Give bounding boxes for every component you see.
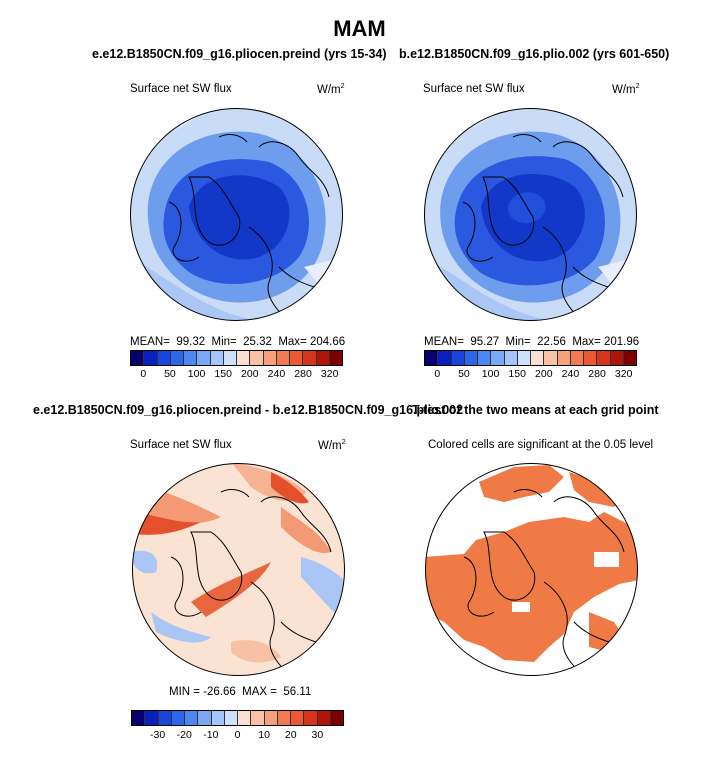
colorbar-swatch <box>158 711 172 725</box>
colorbar-swatch <box>237 351 251 365</box>
colorbar-swatch <box>263 351 277 365</box>
colorbar-swatch <box>531 351 545 365</box>
panel-1-colorbar <box>130 350 343 366</box>
colorbar-tick-label: 50 <box>458 368 470 380</box>
colorbar-swatch <box>329 351 342 365</box>
panel-1-colorbar-labels: 0 50 100 150 200 240 280 320 <box>130 368 343 382</box>
panel-4-significance-map <box>425 463 638 676</box>
colorbar-swatch <box>570 351 584 365</box>
panel-1-units: W/m2 <box>317 83 345 96</box>
colorbar-tick-label: 150 <box>214 368 232 380</box>
colorbar-tick-label: -20 <box>176 729 192 741</box>
colorbar-swatch <box>330 711 343 725</box>
colorbar-swatch <box>610 351 624 365</box>
colorbar-tick-label: 30 <box>311 729 324 741</box>
colorbar-swatch <box>597 351 611 365</box>
colorbar-swatch <box>478 351 492 365</box>
colorbar-tick-label: -30 <box>150 729 166 741</box>
colorbar-swatch <box>584 351 598 365</box>
panel-3-difference-map <box>132 463 345 676</box>
colorbar-tick-label: 320 <box>614 368 633 380</box>
panel-3-header: e.e12.B1850CN.f09_g16.pliocen.preind - b… <box>33 403 464 417</box>
colorbar-swatch <box>184 351 198 365</box>
colorbar-swatch <box>157 351 171 365</box>
panel-4-header: T-test of the two means at each grid poi… <box>412 403 659 417</box>
colorbar-tick-label: 240 <box>267 368 286 380</box>
colorbar-swatch <box>144 351 158 365</box>
panel-1-variable: Surface net SW flux <box>130 83 232 95</box>
colorbar-swatch <box>317 711 331 725</box>
colorbar-swatch <box>290 351 304 365</box>
colorbar-swatch <box>223 351 237 365</box>
colorbar-tick-label: 240 <box>561 368 580 380</box>
colorbar-tick-label: -10 <box>203 729 219 741</box>
panel-3-variable: Surface net SW flux <box>130 439 232 451</box>
main-title: MAM <box>333 16 386 41</box>
colorbar-swatch <box>132 711 146 725</box>
panel-1-stats: MEAN= 99.32 Min= 25.32 Max= 204.66 <box>130 336 346 348</box>
colorbar-swatch <box>197 351 211 365</box>
colorbar-tick-label: 0 <box>234 729 241 741</box>
colorbar-tick-label: 200 <box>535 368 553 380</box>
colorbar-swatch <box>170 351 184 365</box>
colorbar-swatch <box>210 351 224 365</box>
panel-3-stats: MIN = -26.66 MAX = 56.11 <box>169 686 312 698</box>
colorbar-tick-label: 280 <box>294 368 312 380</box>
colorbar-tick-label: 320 <box>320 368 339 380</box>
colorbar-swatch <box>131 351 145 365</box>
panel-1-header: e.e12.B1850CN.f09_g16.pliocen.preind (yr… <box>92 47 387 61</box>
colorbar-swatch <box>264 711 278 725</box>
colorbar-swatch <box>438 351 452 365</box>
panel-2-colorbar-labels: 0 50 100 150 200 240 280 320 <box>424 368 637 382</box>
colorbar-swatch <box>276 351 290 365</box>
colorbar-swatch <box>277 711 291 725</box>
colorbar-tick-label: 10 <box>258 729 270 741</box>
colorbar-swatch <box>291 711 305 725</box>
colorbar-swatch <box>557 351 571 365</box>
panel-3-colorbar <box>131 710 344 726</box>
panel-4-subtitle: Colored cells are significant at the 0.0… <box>428 439 654 451</box>
colorbar-swatch <box>185 711 199 725</box>
colorbar-swatch <box>250 351 264 365</box>
colorbar-tick-label: 20 <box>284 729 297 741</box>
panel-2-colorbar <box>424 350 637 366</box>
colorbar-swatch <box>425 351 439 365</box>
colorbar-swatch <box>198 711 212 725</box>
colorbar-tick-label: 200 <box>241 368 259 380</box>
colorbar-swatch <box>145 711 159 725</box>
colorbar-swatch <box>623 351 636 365</box>
colorbar-swatch <box>504 351 518 365</box>
colorbar-tick-label: 0 <box>434 368 441 380</box>
colorbar-tick-label: 50 <box>164 368 176 380</box>
colorbar-swatch <box>171 711 185 725</box>
colorbar-swatch <box>316 351 330 365</box>
panel-3-colorbar-labels: -30 -20 -10 0 10 20 30 <box>131 729 344 743</box>
colorbar-swatch <box>238 711 252 725</box>
colorbar-swatch <box>303 351 317 365</box>
panel-3-units: W/m2 <box>318 439 346 452</box>
colorbar-tick-label: 100 <box>187 368 206 380</box>
colorbar-swatch <box>304 711 318 725</box>
panel-1-polar-map <box>130 108 343 321</box>
colorbar-swatch <box>451 351 465 365</box>
panel-2-header: b.e12.B1850CN.f09_g16.plio.002 (yrs 601-… <box>399 47 670 61</box>
colorbar-swatch <box>491 351 505 365</box>
colorbar-swatch <box>224 711 238 725</box>
panel-2-stats: MEAN= 95.27 Min= 22.56 Max= 201.96 <box>424 336 640 348</box>
colorbar-tick-label: 280 <box>588 368 606 380</box>
colorbar-tick-label: 0 <box>140 368 147 380</box>
panel-2-variable: Surface net SW flux <box>423 83 525 95</box>
colorbar-tick-label: 100 <box>481 368 500 380</box>
colorbar-swatch <box>517 351 531 365</box>
colorbar-tick-label: 150 <box>508 368 526 380</box>
colorbar-swatch <box>251 711 265 725</box>
panel-2-polar-map <box>424 108 637 321</box>
colorbar-swatch <box>544 351 558 365</box>
colorbar-swatch <box>211 711 225 725</box>
panel-2-units: W/m2 <box>612 83 640 96</box>
colorbar-swatch <box>464 351 478 365</box>
